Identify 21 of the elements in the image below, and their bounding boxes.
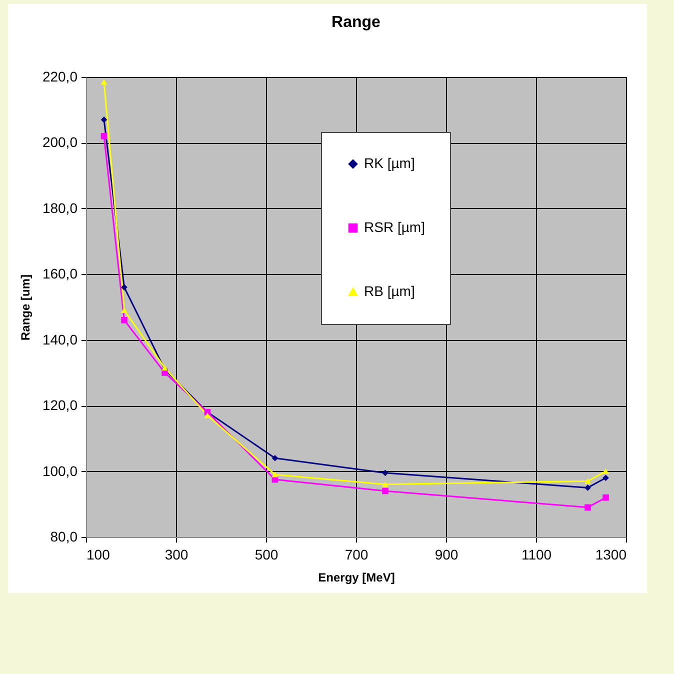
y-tick-label: 120,0 [42,397,78,414]
y-tick-label: 80,0 [50,528,78,544]
y-tick-label: 140,0 [42,331,78,348]
x-tick-label: 1300 [595,546,627,562]
y-tick-label: 220,0 [42,68,78,84]
legend-label: RB [µm] [364,283,415,299]
x-tick-label: 500 [254,546,278,562]
y-axis-title: Range [um] [18,274,32,340]
x-tick-label: 700 [344,546,368,562]
y-tick-label: 180,0 [42,200,78,216]
chart-title: Range [332,14,381,31]
x-tick-label: 900 [434,546,458,562]
legend-label: RK [µm] [364,155,415,171]
y-tick-label: 160,0 [42,266,78,282]
x-tick-label: 1100 [521,546,552,562]
legend-label: RSR [µm] [364,219,425,235]
x-tick-label: 300 [164,546,188,562]
x-axis-title: Energy [MeV] [318,570,395,584]
y-tick-label: 100,0 [42,462,78,479]
x-tick-label: 100 [86,546,110,562]
y-tick-label: 200,0 [42,134,78,150]
